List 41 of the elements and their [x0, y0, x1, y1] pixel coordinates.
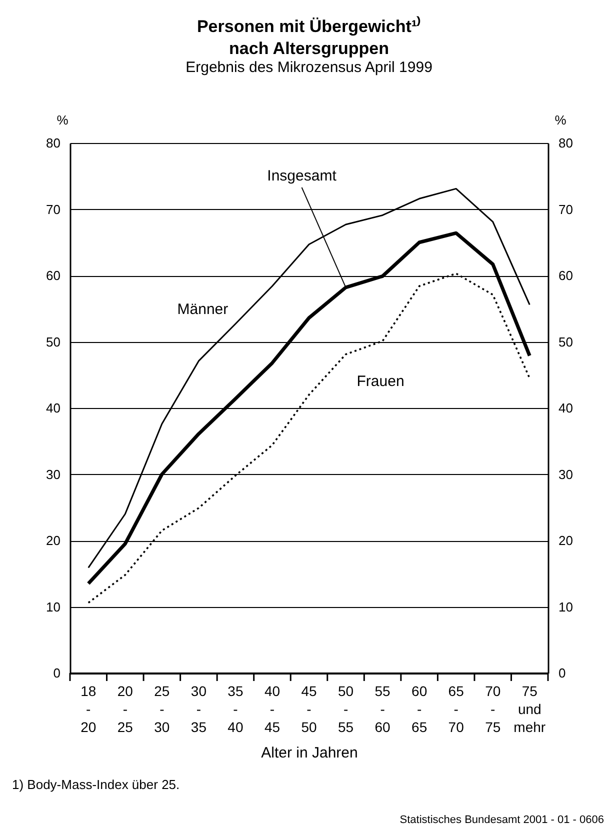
x-tick-label: 55 - 60 [374, 683, 391, 735]
series-label: Männer [177, 300, 228, 318]
chart-subtitle: Ergebnis des Mikrozensus April 1999 [186, 59, 432, 76]
text: 1) Body-Mass-Index über 25. [12, 777, 180, 792]
x-tick-label: 40 - 45 [264, 683, 280, 735]
x-tick-label: 35 - 40 [228, 683, 244, 735]
y-tick-label: 60 [46, 268, 60, 283]
y2-tick-label: 80 [558, 136, 573, 150]
x-axis-title: Alter in Jahren [261, 744, 358, 762]
x-tick-label: 50 - 55 [338, 683, 354, 735]
x-tick-label: 60 - 65 [412, 683, 428, 735]
y-tick-label: 30 [46, 466, 60, 482]
y-tick-label: 0 [53, 666, 60, 680]
x-tick-label: 25 - 30 [154, 683, 170, 735]
chart-title: Personen mit Übergewicht¹⁾ nach Altersgruppen [196, 16, 422, 58]
y2-tick-label: 30 [558, 466, 573, 482]
y-tick-label: 40 [46, 400, 60, 416]
y2-tick-label: 0 [558, 666, 566, 680]
text: Insgesamt [267, 167, 338, 184]
y2-tick-label: 20 [558, 533, 573, 548]
y-tick-label: 80 [46, 136, 60, 150]
x-tick-label: 65 - 70 [448, 683, 464, 735]
y-tick-label: 50 [46, 334, 60, 350]
x-tick-label: 30 - 35 [190, 683, 207, 735]
text: Statistisches Bundesamt 2001 - 01 - 0606 [400, 814, 604, 826]
y2-tick-label: 50 [558, 334, 573, 350]
x-tick-label: 75 und mehr [514, 683, 546, 735]
y-tick-label: 70 [46, 202, 60, 217]
x-tick-label: 45 - 50 [301, 683, 317, 735]
x-tick-label: 70 - 75 [485, 683, 501, 735]
x-tick-label: 20 - 25 [117, 683, 134, 735]
y2-tick-label: 10 [558, 599, 573, 614]
y2-axis-title: % [554, 112, 567, 128]
y-tick-label: 20 [46, 533, 60, 548]
y2-tick-label: 70 [558, 202, 573, 217]
y2-tick-label: 40 [558, 400, 573, 416]
y-axis-title: % [56, 112, 69, 128]
y2-tick-label: 60 [558, 268, 573, 283]
y-tick-label: 10 [46, 599, 60, 614]
series-label: Frauen [356, 373, 404, 390]
x-tick-label: 18 - 20 [80, 683, 96, 735]
